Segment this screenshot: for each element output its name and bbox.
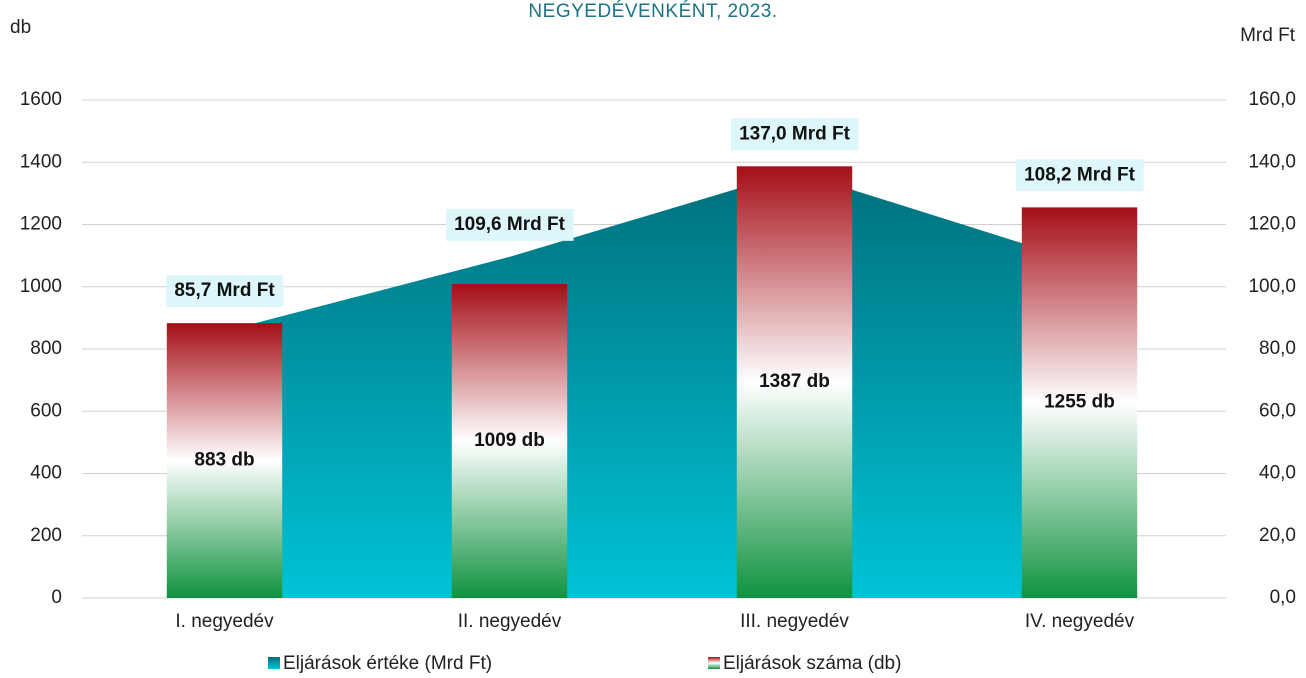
data-label: 137,0 Mrd Ft	[739, 123, 851, 144]
y2-tick-label: 20,0	[1259, 525, 1296, 546]
bar	[736, 166, 853, 598]
area	[224, 171, 1080, 598]
x-tick-label: I. negyedév	[175, 611, 274, 632]
data-label: 108,2 Mrd Ft	[1024, 164, 1136, 185]
bar	[451, 283, 568, 598]
y-tick-label: 800	[30, 338, 62, 359]
y-tick-label: 1200	[20, 214, 62, 235]
data-label: 1387 db	[759, 371, 830, 392]
y2-tick-label: 100,0	[1248, 276, 1296, 297]
data-label: 109,6 Mrd Ft	[454, 214, 566, 235]
data-label: 1009 db	[474, 430, 545, 451]
y-tick-label: 0	[51, 587, 62, 608]
legend-swatch	[708, 657, 720, 669]
data-label-bg	[166, 275, 284, 308]
y2-tick-label: 0,0	[1270, 587, 1296, 608]
data-label: 85,7 Mrd Ft	[174, 280, 275, 301]
y-tick-label: 1600	[20, 89, 62, 110]
legend-label: Eljárások száma (db)	[723, 653, 901, 674]
y2-tick-label: 160,0	[1248, 89, 1296, 110]
y-tick-label: 600	[30, 400, 62, 421]
y-tick-label: 1400	[20, 151, 62, 172]
data-label: 1255 db	[1044, 392, 1115, 413]
y2-tick-label: 60,0	[1259, 400, 1296, 421]
y2-tick-label: 140,0	[1248, 151, 1296, 172]
data-label-bg	[731, 118, 859, 151]
chart-title: NEGYEDÉVENKÉNT, 2023.	[528, 1, 777, 22]
y-tick-label: 400	[30, 463, 62, 484]
legend-swatch	[268, 657, 280, 669]
x-tick-label: IV. negyedév	[1025, 611, 1135, 632]
bar	[166, 323, 283, 598]
y2-axis-label: Mrd Ft	[1240, 25, 1296, 46]
legend-label: Eljárások értéke (Mrd Ft)	[283, 653, 492, 674]
x-tick-label: III. negyedév	[740, 611, 849, 632]
x-tick-label: II. negyedév	[458, 611, 562, 632]
data-label-bg	[446, 208, 574, 241]
y-axis-label: db	[10, 17, 31, 38]
y2-tick-label: 40,0	[1259, 463, 1296, 484]
bar	[1021, 207, 1138, 598]
data-label-bg	[1016, 159, 1144, 192]
y-tick-label: 1000	[20, 276, 62, 297]
y-tick-label: 200	[30, 525, 62, 546]
data-label: 883 db	[194, 450, 254, 471]
y2-tick-label: 120,0	[1248, 214, 1296, 235]
y2-tick-label: 80,0	[1259, 338, 1296, 359]
